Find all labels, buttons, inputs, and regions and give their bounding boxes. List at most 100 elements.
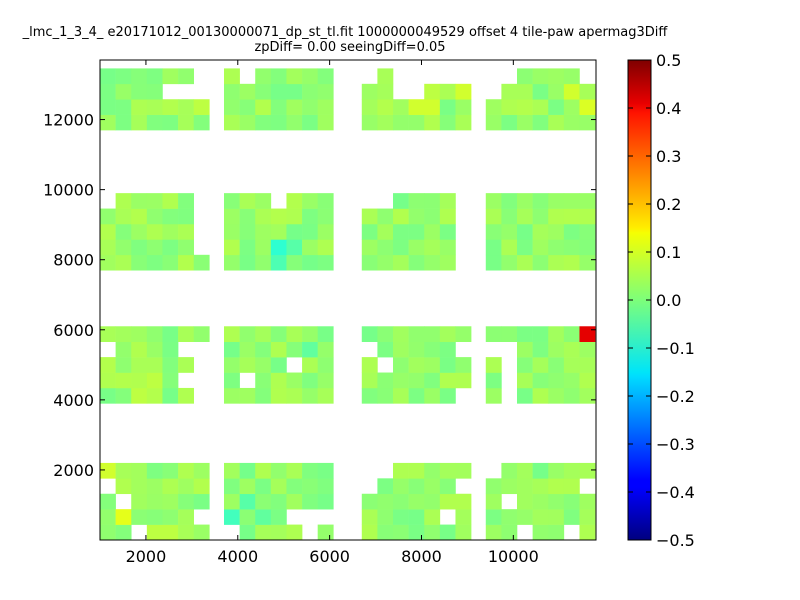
heatmap-cell	[424, 208, 441, 225]
heatmap-cell	[115, 193, 132, 209]
heatmap-cell	[501, 509, 518, 525]
heatmap-cell	[548, 99, 565, 115]
heatmap-cell	[317, 254, 334, 271]
heatmap-cell	[317, 524, 334, 541]
heatmap-cell	[548, 223, 565, 240]
heatmap-cell	[439, 387, 456, 404]
colorbar: 0.5 0.4 0.3 0.2 0.1 0.0 −0.1 −0.2 −0.3 −0.4 −0.5	[627, 51, 695, 550]
heatmap-cell	[517, 341, 533, 358]
heatmap-cell	[255, 254, 272, 271]
heatmap-cell	[517, 509, 533, 525]
heatmap-cell	[501, 462, 518, 479]
heatmap-cell	[424, 387, 441, 404]
heatmap-cell	[439, 83, 456, 100]
heatmap-cell	[439, 478, 456, 495]
heatmap-cell	[501, 254, 518, 271]
heatmap-cell	[224, 239, 240, 256]
heatmap-cell	[270, 83, 287, 100]
heatmap-cell	[361, 524, 378, 541]
heatmap-cell	[424, 341, 441, 358]
heatmap-cell	[131, 493, 148, 510]
heatmap-cell	[286, 462, 303, 479]
heatmap-cell	[501, 193, 518, 209]
heatmap-cell	[146, 208, 163, 225]
heatmap-cell	[393, 357, 409, 373]
heatmap-cell	[270, 341, 287, 358]
heatmap-cell	[178, 208, 194, 225]
x-tick-label: 6000	[309, 547, 350, 566]
heatmap-cell	[377, 326, 394, 342]
heatmap-cell	[224, 462, 240, 479]
heatmap-cell	[115, 387, 132, 404]
heatmap-cell	[302, 387, 318, 404]
heatmap-cell	[286, 208, 303, 225]
y-tick-label: 2000	[53, 461, 94, 480]
heatmap-cell	[424, 509, 441, 525]
heatmap-cell	[286, 341, 303, 358]
heatmap-cell	[162, 462, 179, 479]
heatmap-cell	[224, 208, 240, 225]
heatmap-cell	[548, 462, 565, 479]
heatmap-cell	[548, 239, 565, 256]
heatmap-cell	[162, 326, 179, 342]
heatmap-cell	[485, 357, 502, 373]
heatmap-cell	[115, 68, 132, 85]
heatmap-cell	[408, 208, 425, 225]
heatmap-cell	[100, 509, 116, 525]
heatmap-cell	[377, 68, 394, 85]
heatmap-cell	[563, 99, 580, 115]
heatmap-cell	[146, 462, 163, 479]
heatmap-cell	[286, 239, 303, 256]
heatmap-cell	[193, 493, 210, 510]
heatmap-cell	[131, 83, 148, 100]
heatmap-cell	[224, 357, 240, 373]
heatmap-cell	[162, 478, 179, 495]
heatmap-cell	[517, 193, 533, 209]
heatmap-cell	[532, 357, 549, 373]
heatmap-cell	[548, 478, 565, 495]
colorbar-tick-label: −0.2	[656, 387, 695, 406]
heatmap-cell	[532, 341, 549, 358]
heatmap-cell	[302, 254, 318, 271]
heatmap-cell	[317, 193, 334, 209]
heatmap-cell	[115, 524, 132, 541]
heatmap-cell	[361, 99, 378, 115]
heatmap-cell	[439, 372, 456, 389]
heatmap-cell	[532, 223, 549, 240]
heatmap-cell	[178, 509, 194, 525]
heatmap-cell	[439, 99, 456, 115]
heatmap-cell	[162, 254, 179, 271]
heatmap-cell	[517, 357, 533, 373]
heatmap-cell	[162, 387, 179, 404]
heatmap-cell	[100, 83, 116, 100]
heatmap-cell	[408, 99, 425, 115]
colorbar-tick-label: 0.5	[656, 51, 681, 70]
heatmap-cell	[408, 326, 425, 342]
heatmap-cell	[131, 99, 148, 115]
heatmap-cell	[408, 524, 425, 541]
heatmap-cell	[517, 239, 533, 256]
heatmap-cell	[178, 478, 194, 495]
heatmap-cell	[532, 193, 549, 209]
heatmap-cell	[408, 254, 425, 271]
heatmap-cell	[501, 208, 518, 225]
heatmap-cell	[548, 83, 565, 100]
heatmap-cell	[579, 114, 596, 131]
heatmap-cell	[317, 83, 334, 100]
heatmap-cell	[517, 99, 533, 115]
heatmap-cell	[302, 83, 318, 100]
heatmap-cell	[115, 239, 132, 256]
heatmap-cell	[224, 341, 240, 358]
heatmap-cell	[532, 478, 549, 495]
heatmap-cell	[317, 208, 334, 225]
heatmap-cell	[361, 372, 378, 389]
heatmap-cell	[286, 372, 303, 389]
heatmap-cell	[548, 326, 565, 342]
heatmap-cell	[239, 341, 256, 358]
heatmap-cell	[548, 254, 565, 271]
heatmap-cell	[439, 326, 456, 342]
heatmap-cell	[393, 114, 409, 131]
heatmap-cell	[455, 326, 472, 342]
heatmap-cell	[517, 208, 533, 225]
heatmap-cell	[455, 509, 472, 525]
